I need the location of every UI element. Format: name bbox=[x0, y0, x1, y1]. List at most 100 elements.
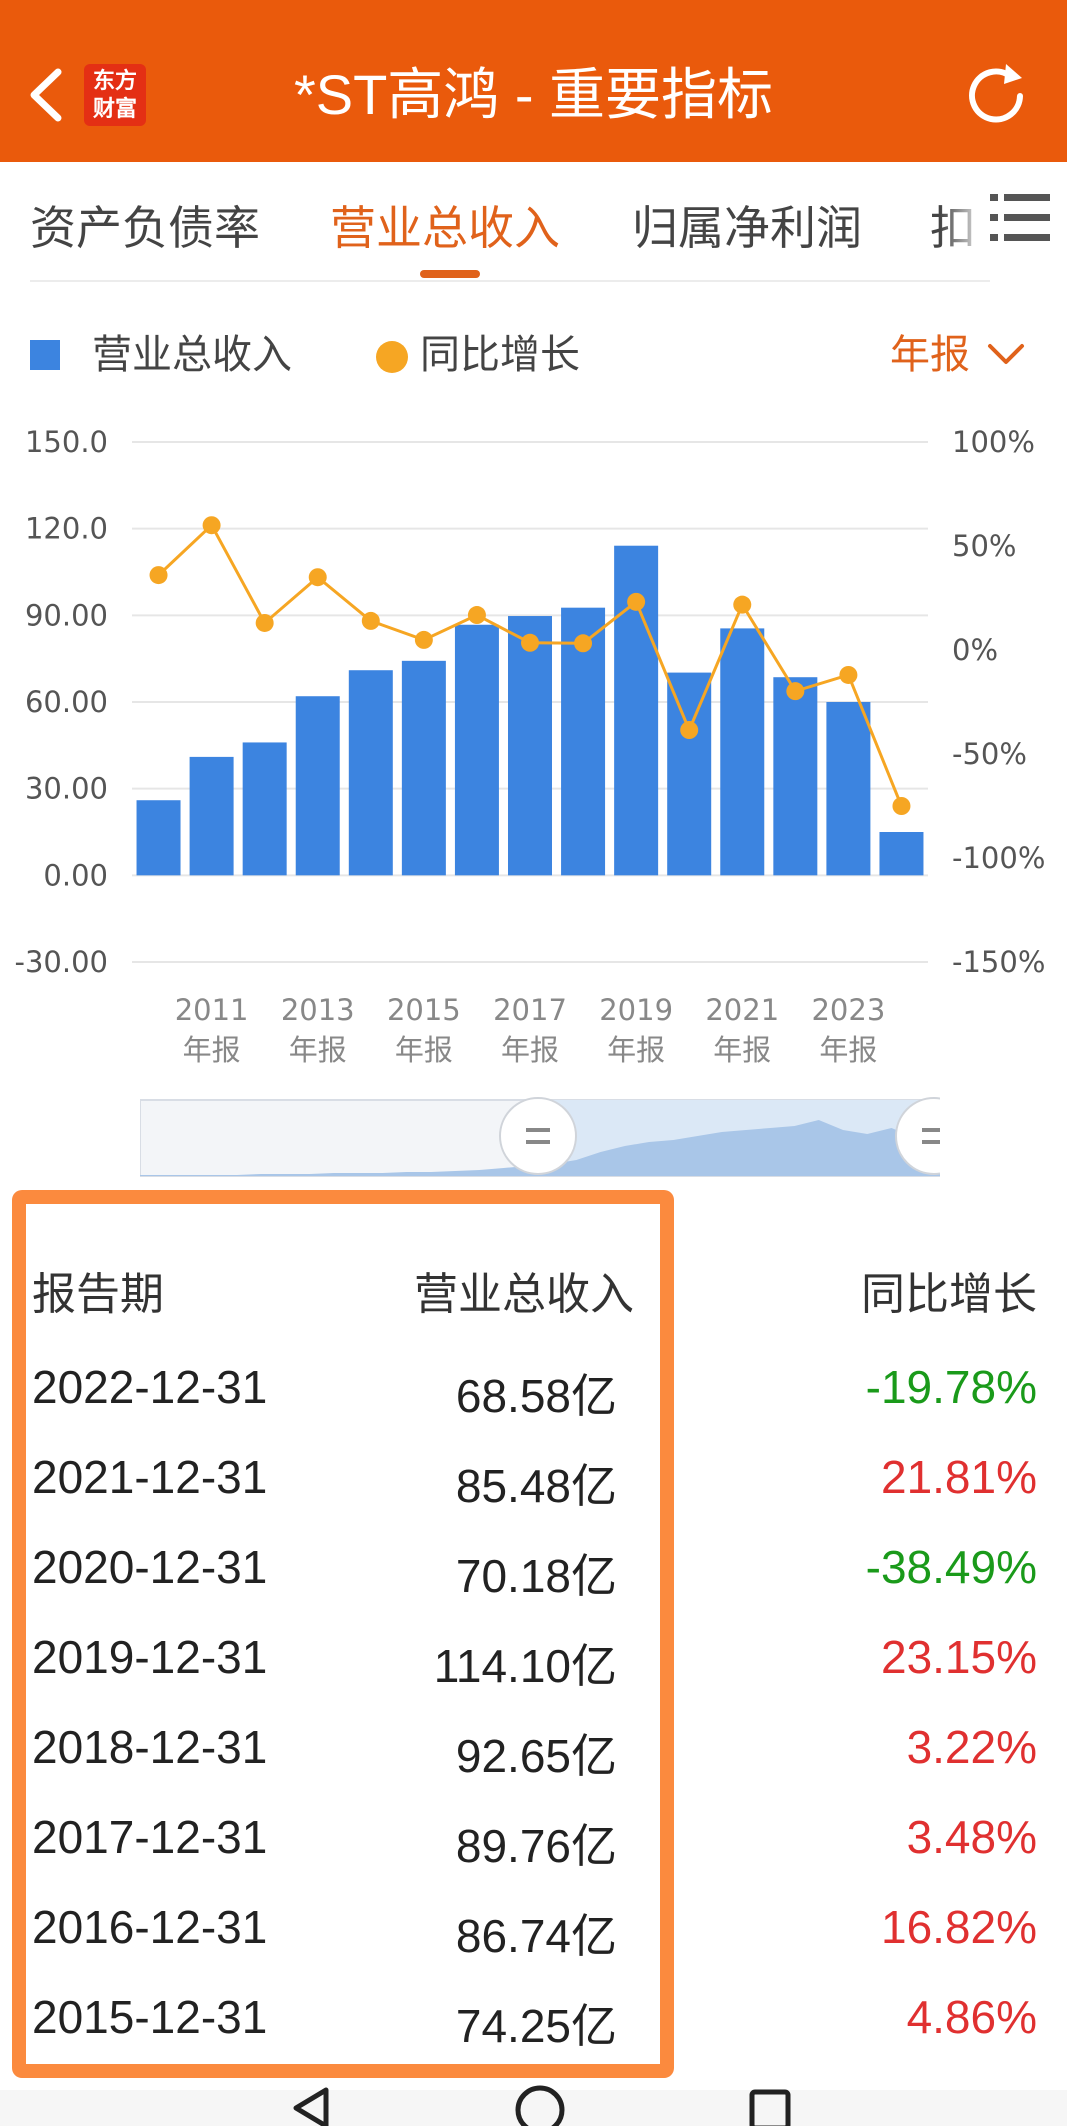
x-tick-year: 2019 bbox=[599, 993, 673, 1027]
row-revenue: 74.25亿 bbox=[455, 2000, 617, 2052]
row-revenue: 86.74亿 bbox=[455, 1910, 617, 1962]
y-tick-left: -30.00 bbox=[15, 945, 109, 979]
system-nav-bar bbox=[0, 2090, 1067, 2126]
legend-revenue-swatch bbox=[30, 340, 60, 370]
nav-recent-icon[interactable] bbox=[748, 2086, 792, 2126]
row-revenue: 85.48亿 bbox=[455, 1460, 617, 1512]
period-selector[interactable]: 年报 bbox=[890, 332, 970, 378]
table-row[interactable]: 2019-12-31 114.10亿 23.15% bbox=[0, 1630, 1067, 1720]
row-yoy: -19.78% bbox=[865, 1361, 1037, 1413]
table-row[interactable]: 2016-12-31 86.74亿 16.82% bbox=[0, 1900, 1067, 1990]
row-yoy: 4.86% bbox=[906, 1991, 1037, 2043]
bar bbox=[454, 624, 499, 876]
y-tick-right: -100% bbox=[952, 841, 1045, 875]
slider-handle-left[interactable] bbox=[499, 1097, 577, 1175]
eastmoney-logo: 东方 财富 bbox=[82, 62, 148, 128]
bar bbox=[773, 677, 818, 876]
table-row[interactable]: 2017-12-31 89.76亿 3.48% bbox=[0, 1810, 1067, 1900]
header-yoy: 同比增长 bbox=[861, 1269, 1037, 1320]
x-tick-year: 2015 bbox=[387, 993, 461, 1027]
yoy-point bbox=[202, 516, 221, 535]
legend-yoy-swatch bbox=[376, 341, 408, 373]
row-date: 2018-12-31 bbox=[32, 1721, 268, 1773]
yoy-point bbox=[574, 634, 593, 653]
nav-home-icon[interactable] bbox=[514, 2084, 566, 2126]
x-tick-year: 2011 bbox=[175, 993, 249, 1027]
handle-grip-line bbox=[922, 1128, 940, 1132]
x-tick-suffix: 年报 bbox=[607, 1033, 665, 1067]
table-row[interactable]: 2018-12-31 92.65亿 3.22% bbox=[0, 1720, 1067, 1810]
x-tick-suffix: 年报 bbox=[183, 1033, 241, 1067]
revenue-chart: 150.0 120.0 90.00 60.00 30.00 0.00 -30.00 100% 5… bbox=[15, 425, 1046, 1067]
slider-handle-right[interactable] bbox=[895, 1097, 940, 1175]
yoy-point bbox=[839, 665, 858, 684]
y-tick-right: 100% bbox=[952, 425, 1035, 459]
yoy-point bbox=[467, 606, 486, 625]
row-yoy: 3.22% bbox=[906, 1721, 1037, 1773]
yoy-point bbox=[627, 592, 646, 611]
yoy-point bbox=[786, 682, 805, 701]
row-date: 2019-12-31 bbox=[32, 1631, 268, 1683]
bar bbox=[879, 832, 924, 876]
tabs-divider bbox=[30, 280, 990, 282]
bar bbox=[295, 696, 340, 876]
x-tick-suffix: 年报 bbox=[289, 1033, 347, 1067]
x-tick-suffix: 年报 bbox=[395, 1033, 453, 1067]
tab-fade bbox=[940, 175, 988, 255]
bar bbox=[348, 670, 393, 876]
menu-list-icon[interactable] bbox=[988, 190, 1052, 246]
highlight-box bbox=[12, 1190, 674, 2078]
table-row[interactable]: 2022-12-31 68.58亿 -19.78% bbox=[0, 1360, 1067, 1450]
x-tick-year: 2021 bbox=[705, 993, 779, 1027]
row-date: 2017-12-31 bbox=[32, 1811, 268, 1863]
y-tick-right: -50% bbox=[952, 737, 1027, 771]
yoy-point bbox=[733, 595, 752, 614]
bar bbox=[136, 800, 181, 876]
row-yoy: -38.49% bbox=[865, 1541, 1037, 1593]
y-tick-right: 0% bbox=[952, 633, 998, 667]
y-tick-right: -150% bbox=[952, 945, 1045, 979]
handle-grip-line bbox=[526, 1140, 550, 1144]
bar bbox=[401, 660, 446, 876]
tab-net-profit[interactable]: 归属净利润 bbox=[632, 201, 862, 255]
x-tick-year: 2017 bbox=[493, 993, 567, 1027]
row-yoy: 3.48% bbox=[906, 1811, 1037, 1863]
legend-revenue-label[interactable]: 营业总收入 bbox=[92, 332, 292, 378]
y-tick-left: 0.00 bbox=[43, 858, 108, 892]
row-revenue: 68.58亿 bbox=[455, 1370, 617, 1422]
bar bbox=[189, 756, 234, 876]
tab-debt-ratio[interactable]: 资产负债率 bbox=[30, 201, 260, 255]
legend-yoy-label[interactable]: 同比增长 bbox=[420, 332, 580, 378]
row-date: 2022-12-31 bbox=[32, 1361, 268, 1413]
bar bbox=[720, 628, 765, 876]
bar bbox=[826, 702, 871, 876]
logo-shape bbox=[84, 64, 146, 126]
logo-line2: 财富 bbox=[92, 97, 137, 122]
row-yoy: 21.81% bbox=[880, 1451, 1037, 1503]
yoy-point bbox=[680, 721, 699, 740]
chevron-down-icon[interactable] bbox=[986, 338, 1026, 368]
bar bbox=[667, 672, 712, 876]
row-revenue: 114.10亿 bbox=[433, 1640, 617, 1692]
bar bbox=[242, 742, 287, 876]
yoy-point bbox=[255, 613, 274, 632]
row-yoy: 23.15% bbox=[880, 1631, 1037, 1683]
refresh-icon[interactable] bbox=[958, 58, 1034, 134]
nav-back-icon[interactable] bbox=[290, 2086, 334, 2126]
yoy-point bbox=[308, 568, 327, 587]
tab-total-revenue[interactable]: 营业总收入 bbox=[330, 201, 560, 255]
table-row[interactable]: 2015-12-31 74.25亿 4.86% bbox=[0, 1990, 1067, 2080]
header-revenue: 营业总收入 bbox=[414, 1269, 634, 1320]
row-date: 2015-12-31 bbox=[32, 1991, 268, 2043]
table-row[interactable]: 2021-12-31 85.48亿 21.81% bbox=[0, 1450, 1067, 1540]
back-arrow-icon[interactable] bbox=[22, 60, 72, 130]
page-title: *ST高鸿 - 重要指标 bbox=[293, 63, 774, 126]
table-row[interactable]: 2020-12-31 70.18亿 -38.49% bbox=[0, 1540, 1067, 1630]
header-period: 报告期 bbox=[32, 1269, 164, 1320]
yoy-point bbox=[361, 611, 380, 630]
y-tick-left: 30.00 bbox=[25, 772, 108, 806]
range-slider[interactable] bbox=[140, 1092, 940, 1186]
row-yoy: 16.82% bbox=[880, 1901, 1037, 1953]
y-tick-left: 60.00 bbox=[25, 685, 108, 719]
row-revenue: 92.65亿 bbox=[455, 1730, 617, 1782]
